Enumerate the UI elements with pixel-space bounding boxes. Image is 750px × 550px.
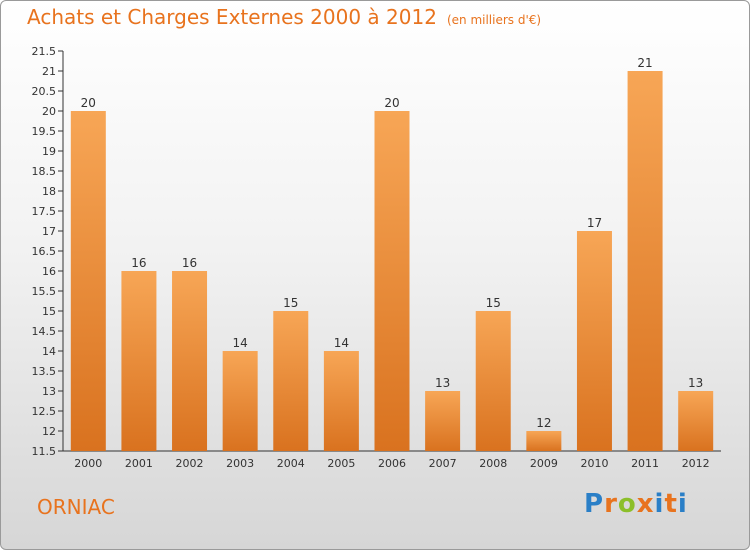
y-tick-label: 14.5 — [32, 325, 57, 338]
y-tick-label: 21 — [42, 65, 56, 78]
y-tick-label: 20 — [42, 105, 56, 118]
chart-axes: 11.5 12 12.5 13 13.5 14 14.5 15 15.5 16 16.5 17 17.5… — [32, 45, 721, 470]
x-tick-label: 2010 — [580, 457, 608, 470]
bar-value-label: 12 — [536, 416, 551, 430]
bar-value-label: 16 — [131, 256, 146, 270]
y-tick-label: 14 — [42, 345, 56, 358]
x-tick-label: 2002 — [176, 457, 204, 470]
y-tick-label: 15.5 — [32, 285, 57, 298]
bar-value-label: 15 — [283, 296, 298, 310]
chart-unit: (en milliers d'€) — [446, 13, 542, 27]
bar — [425, 391, 461, 451]
y-tick-label: 11.5 — [32, 445, 57, 458]
bar-value-label: 14 — [233, 336, 248, 350]
logo-letter: x — [636, 489, 655, 519]
y-tick-label: 18.5 — [32, 165, 57, 178]
x-tick-label: 2007 — [429, 457, 457, 470]
y-tick-label: 20.5 — [32, 85, 57, 98]
x-tick-label: 2008 — [479, 457, 507, 470]
bar — [627, 71, 663, 451]
y-tick-label: 16 — [42, 265, 56, 278]
bar — [222, 351, 258, 451]
y-tick-label: 17 — [42, 225, 56, 238]
x-tick-label: 2000 — [74, 457, 102, 470]
y-tick-label: 21.5 — [32, 45, 57, 58]
y-tick-label: 13 — [42, 385, 56, 398]
x-tick-label: 2005 — [327, 457, 355, 470]
y-tick-label: 17.5 — [32, 205, 57, 218]
logo-letter: r — [604, 489, 618, 519]
bar-value-label: 20 — [384, 96, 399, 110]
y-tick-label: 12.5 — [32, 405, 57, 418]
x-tick-label: 2003 — [226, 457, 254, 470]
y-tick-label: 18 — [42, 185, 56, 198]
x-tick-label: 2004 — [277, 457, 305, 470]
y-tick-label: 12 — [42, 425, 56, 438]
y-tick-label: 19 — [42, 145, 56, 158]
y-tick-label: 13.5 — [32, 365, 57, 378]
bar-value-label: 20 — [81, 96, 96, 110]
logo-letter: i — [677, 489, 688, 519]
bar-value-label: 13 — [688, 376, 703, 390]
bar — [172, 271, 208, 451]
bar — [121, 271, 157, 451]
commune-name: ORNIAC — [37, 495, 115, 519]
chart-title-text: Achats et Charges Externes 2000 à 2012 — [27, 5, 437, 29]
bar — [678, 391, 714, 451]
bar-value-label: 16 — [182, 256, 197, 270]
bar-value-label: 21 — [637, 56, 652, 70]
bar — [576, 231, 612, 451]
bar-value-label: 15 — [486, 296, 501, 310]
bar — [526, 431, 562, 451]
bar — [323, 351, 359, 451]
logo-letter: t — [664, 489, 678, 519]
bar-value-label: 17 — [587, 216, 602, 230]
bar — [475, 311, 511, 451]
x-tick-label: 2012 — [682, 457, 710, 470]
chart-bars: 20 16 16 14 15 14 20 13 15 12 17 21 13 — [70, 56, 714, 451]
bar-value-label: 13 — [435, 376, 450, 390]
proxiti-logo: Proxiti — [584, 489, 688, 519]
chart-title: Achats et Charges Externes 2000 à 2012 (e… — [27, 5, 541, 29]
logo-letter: i — [654, 489, 665, 519]
logo-letter: o — [617, 489, 637, 519]
y-tick-label: 16.5 — [32, 245, 57, 258]
y-tick-label: 19.5 — [32, 125, 57, 138]
x-tick-label: 2011 — [631, 457, 659, 470]
bar — [374, 111, 410, 451]
x-tick-label: 2006 — [378, 457, 406, 470]
bar — [70, 111, 106, 451]
y-tick-label: 15 — [42, 305, 56, 318]
x-tick-label: 2009 — [530, 457, 558, 470]
logo-letter: P — [584, 489, 605, 519]
bar-value-label: 14 — [334, 336, 349, 350]
bar — [273, 311, 309, 451]
x-tick-label: 2001 — [125, 457, 153, 470]
